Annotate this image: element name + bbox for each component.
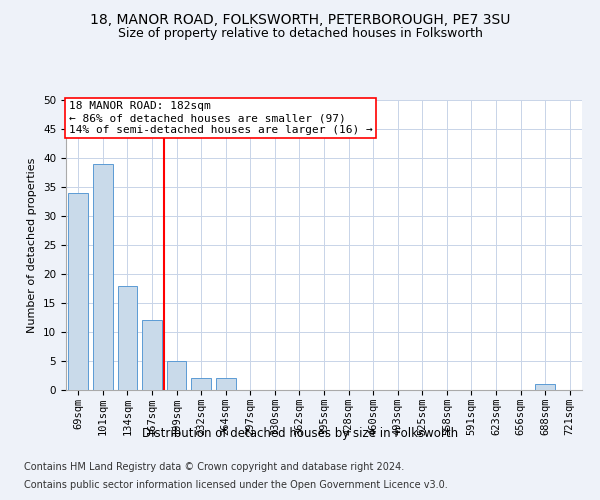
Bar bbox=[93, 164, 113, 390]
Bar bbox=[167, 361, 187, 390]
Y-axis label: Number of detached properties: Number of detached properties bbox=[28, 158, 37, 332]
Bar bbox=[68, 193, 88, 390]
Text: Contains HM Land Registry data © Crown copyright and database right 2024.: Contains HM Land Registry data © Crown c… bbox=[24, 462, 404, 472]
Bar bbox=[191, 378, 211, 390]
Bar bbox=[142, 320, 162, 390]
Text: Contains public sector information licensed under the Open Government Licence v3: Contains public sector information licen… bbox=[24, 480, 448, 490]
Bar bbox=[216, 378, 236, 390]
Bar bbox=[535, 384, 555, 390]
Text: Size of property relative to detached houses in Folksworth: Size of property relative to detached ho… bbox=[118, 28, 482, 40]
Text: 18 MANOR ROAD: 182sqm
← 86% of detached houses are smaller (97)
14% of semi-deta: 18 MANOR ROAD: 182sqm ← 86% of detached … bbox=[68, 102, 373, 134]
Text: Distribution of detached houses by size in Folksworth: Distribution of detached houses by size … bbox=[142, 428, 458, 440]
Bar bbox=[118, 286, 137, 390]
Text: 18, MANOR ROAD, FOLKSWORTH, PETERBOROUGH, PE7 3SU: 18, MANOR ROAD, FOLKSWORTH, PETERBOROUGH… bbox=[90, 12, 510, 26]
